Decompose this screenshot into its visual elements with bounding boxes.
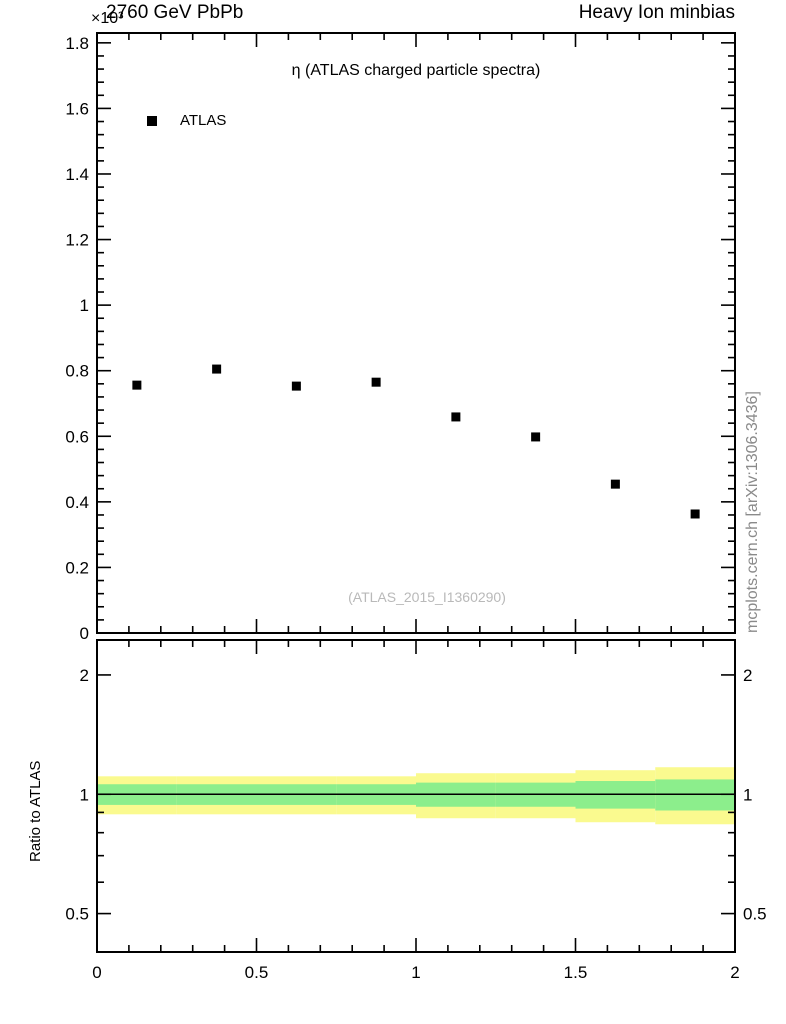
ratio-y-tick-label-right: 0.5 <box>743 905 767 924</box>
main-y-tick-label: 0.6 <box>65 427 89 446</box>
data-point <box>212 364 222 374</box>
legend: ATLAS <box>147 112 226 129</box>
data-point <box>451 412 461 422</box>
plot-title-right: Heavy Ion minbias <box>578 2 735 23</box>
x-tick-label: 0 <box>92 963 101 982</box>
main-y-tick-label: 1.8 <box>65 34 89 53</box>
main-plot-title: η (ATLAS charged particle spectra) <box>291 62 541 79</box>
data-point <box>531 432 541 442</box>
main-y-tick-label: 0 <box>80 624 89 643</box>
data-point <box>690 509 700 519</box>
ratio-y-tick-label: 1 <box>80 785 89 804</box>
ratio-bands <box>97 767 735 825</box>
data-series-atlas <box>132 364 700 519</box>
main-y-tick-label: 0.2 <box>65 558 89 577</box>
main-y-tick-label: 1.2 <box>65 231 89 250</box>
legend-marker-square <box>147 115 157 126</box>
x-tick-label: 0.5 <box>245 963 269 982</box>
data-point <box>132 380 142 390</box>
ratio-y-tick-label-right: 2 <box>743 666 752 685</box>
y-axis-multiplier: ×10³ <box>91 10 124 27</box>
main-y-tick-label: 1 <box>80 296 89 315</box>
legend-label: ATLAS <box>180 112 227 129</box>
main-y-tick-label: 0.4 <box>65 493 89 512</box>
side-attribution-text: mcplots.cern.ch [arXiv:1306.3436] <box>744 391 761 633</box>
data-point <box>610 479 620 489</box>
ratio-y-axis-label: Ratio to ATLAS <box>27 760 44 862</box>
main-y-tick-label: 0.8 <box>65 362 89 381</box>
plot-title-left: 2760 GeV PbPb <box>106 2 244 23</box>
data-point <box>291 381 301 391</box>
analysis-watermark: (ATLAS_2015_I1360290) <box>348 589 506 605</box>
main-y-tick-label: 1.4 <box>65 165 89 184</box>
x-tick-label: 1 <box>411 963 420 982</box>
x-tick-label: 2 <box>730 963 739 982</box>
ratio-y-tick-label-right: 1 <box>743 785 752 804</box>
x-tick-label: 1.5 <box>564 963 588 982</box>
ratio-y-tick-label: 0.5 <box>65 905 89 924</box>
axis-ticks <box>96 33 736 953</box>
data-point <box>371 377 381 387</box>
main-y-tick-label: 1.6 <box>65 99 89 118</box>
ratio-y-tick-label: 2 <box>80 666 89 685</box>
